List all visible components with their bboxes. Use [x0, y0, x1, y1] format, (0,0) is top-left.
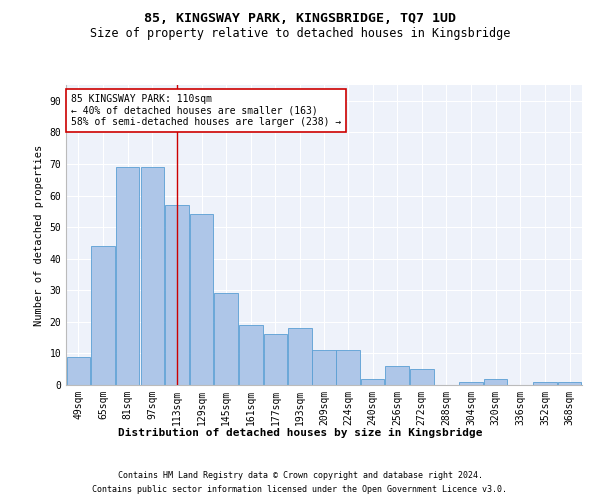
Y-axis label: Number of detached properties: Number of detached properties: [34, 144, 44, 326]
Bar: [385, 366, 409, 385]
Bar: [214, 294, 238, 385]
Bar: [140, 167, 164, 385]
Bar: [533, 382, 557, 385]
Bar: [190, 214, 213, 385]
Bar: [91, 246, 115, 385]
Text: 85, KINGSWAY PARK, KINGSBRIDGE, TQ7 1UD: 85, KINGSWAY PARK, KINGSBRIDGE, TQ7 1UD: [144, 12, 456, 26]
Bar: [558, 382, 581, 385]
Bar: [312, 350, 336, 385]
Text: Contains public sector information licensed under the Open Government Licence v3: Contains public sector information licen…: [92, 484, 508, 494]
Bar: [336, 350, 359, 385]
Bar: [116, 167, 139, 385]
Text: Distribution of detached houses by size in Kingsbridge: Distribution of detached houses by size …: [118, 428, 482, 438]
Bar: [165, 205, 188, 385]
Bar: [264, 334, 287, 385]
Bar: [67, 356, 90, 385]
Bar: [289, 328, 312, 385]
Bar: [484, 378, 508, 385]
Text: Contains HM Land Registry data © Crown copyright and database right 2024.: Contains HM Land Registry data © Crown c…: [118, 472, 482, 480]
Text: 85 KINGSWAY PARK: 110sqm
← 40% of detached houses are smaller (163)
58% of semi-: 85 KINGSWAY PARK: 110sqm ← 40% of detach…: [71, 94, 341, 127]
Bar: [460, 382, 483, 385]
Bar: [410, 369, 434, 385]
Text: Size of property relative to detached houses in Kingsbridge: Size of property relative to detached ho…: [90, 28, 510, 40]
Bar: [239, 325, 263, 385]
Bar: [361, 378, 384, 385]
